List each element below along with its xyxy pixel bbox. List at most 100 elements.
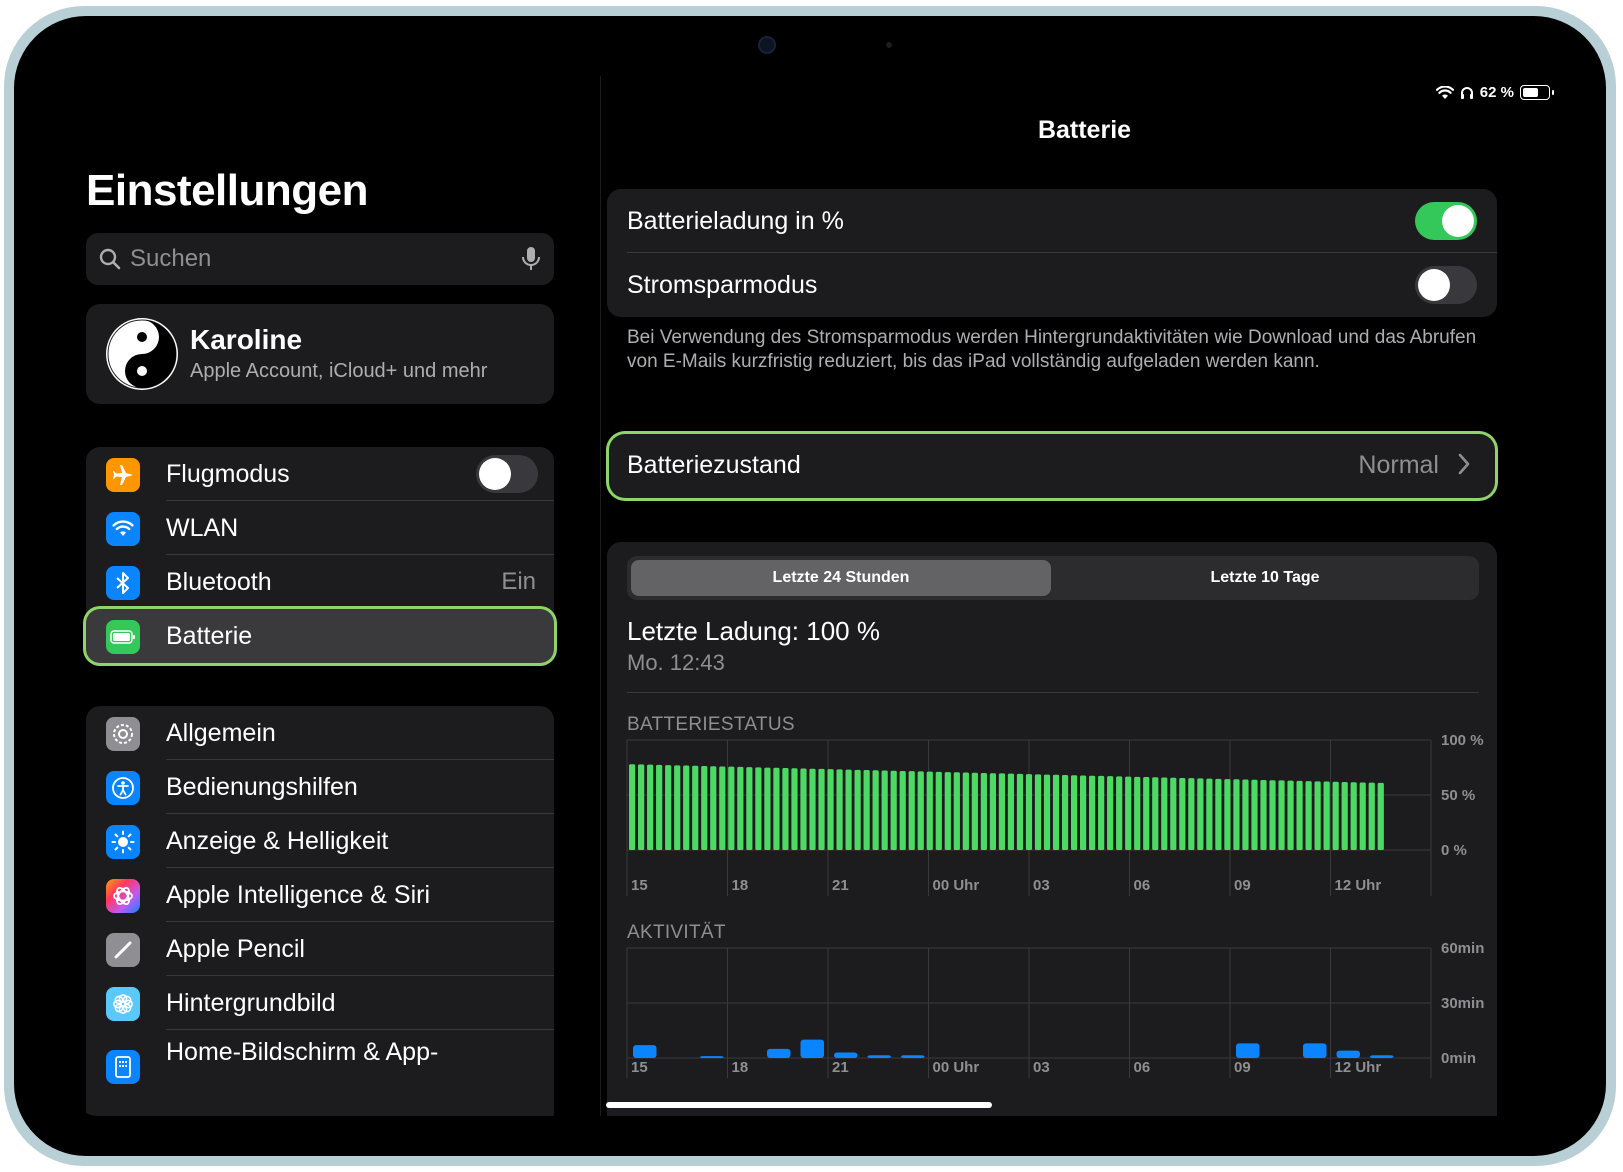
wifi-status-icon xyxy=(1435,85,1454,99)
sidebar-item-label: Bluetooth xyxy=(166,567,272,596)
battery-level-chart: 100 % 50 % 0 % 15 18 21 00 Uhr 03 06 09 12 Uhr xyxy=(626,732,1484,896)
row-separator xyxy=(166,554,554,555)
gear-icon xyxy=(106,717,140,751)
activity-bar xyxy=(901,1055,925,1058)
sidebar-item-hintergrundbild[interactable]: Hintergrundbild xyxy=(86,976,554,1030)
battery-level-bar xyxy=(890,770,897,850)
account-subtitle: Apple Account, iCloud+ und mehr xyxy=(190,360,488,382)
battery-status-heading: BATTERIESTATUS xyxy=(627,714,795,735)
activity-bar xyxy=(1236,1043,1260,1058)
sidebar-item-label: Allgemein xyxy=(166,718,276,747)
battery-level-bar xyxy=(746,767,753,850)
battery-level-bar xyxy=(1125,776,1132,850)
battery-level-bar xyxy=(863,770,870,850)
battery-level-bar xyxy=(1098,775,1105,850)
battery-level-bar xyxy=(1052,774,1060,850)
x-tick-label: 06 xyxy=(1134,1059,1151,1076)
battery-percent-row: Batterieladung in % xyxy=(607,189,1497,253)
battery-percent-text: 62 % xyxy=(1479,84,1514,101)
ambient-sensor xyxy=(886,42,892,48)
row-separator xyxy=(166,500,554,501)
x-tick-label: 00 Uhr xyxy=(933,1059,980,1076)
flugmodus-toggle[interactable] xyxy=(476,455,538,493)
sidebar-item-label: WLAN xyxy=(166,513,239,542)
battery-level-bar xyxy=(1296,780,1303,850)
battery-level-bar xyxy=(1377,782,1384,850)
section-divider xyxy=(627,692,1479,693)
battery-level-bar xyxy=(1287,780,1294,850)
battery-level-bar xyxy=(881,770,888,850)
battery-level-bar xyxy=(773,767,780,850)
detail-pane: Batterie Batterieladung in % Stromsparmo… xyxy=(601,76,1568,1116)
account-name: Karoline xyxy=(190,324,303,355)
battery-level-bar xyxy=(1080,775,1087,850)
x-tick-label: 15 xyxy=(631,1059,648,1076)
battery-level-bar xyxy=(953,772,960,850)
settings-group-general: Allgemein Bedienungshilfen xyxy=(86,706,554,1116)
battery-level-bar xyxy=(1089,775,1096,850)
bluetooth-value: Ein xyxy=(501,568,536,595)
battery-level-bar xyxy=(1242,779,1249,850)
battery-level-bar xyxy=(1260,779,1267,850)
battery-percent-toggle[interactable] xyxy=(1415,202,1477,240)
sidebar-item-anzeige[interactable]: Anzeige & Helligkeit xyxy=(86,814,554,868)
battery-level-bar xyxy=(701,766,708,850)
battery-usage-card: Letzte 24 Stunden Letzte 10 Tage Letzte … xyxy=(607,542,1497,1116)
sidebar-item-label: Flugmodus xyxy=(166,459,290,488)
account-card[interactable]: Karoline Apple Account, iCloud+ und mehr xyxy=(86,304,554,404)
ipad-bezel: 62 % Einstellungen Suchen xyxy=(14,16,1606,1156)
sidebar-item-batterie[interactable]: Batterie xyxy=(86,609,554,663)
ipad-frame: 62 % Einstellungen Suchen xyxy=(4,6,1616,1166)
battery-level-bar xyxy=(854,769,861,850)
battery-level-bar xyxy=(1170,777,1177,850)
search-field[interactable]: Suchen xyxy=(86,233,554,285)
x-tick-label: 12 Uhr xyxy=(1335,1059,1382,1076)
bluetooth-icon xyxy=(106,566,140,600)
microphone-icon[interactable] xyxy=(520,245,542,273)
activity-bar xyxy=(767,1048,791,1058)
sidebar-item-flugmodus[interactable]: Flugmodus xyxy=(86,447,554,501)
battery-level-bar xyxy=(1070,775,1078,850)
battery-level-bar xyxy=(1034,774,1042,850)
time-range-segmented-control: Letzte 24 Stunden Letzte 10 Tage xyxy=(627,556,1479,600)
last-charge-time: Mo. 12:43 xyxy=(627,650,725,675)
sun-icon xyxy=(106,825,140,859)
battery-level-bar xyxy=(1305,781,1312,850)
battery-level-bar xyxy=(1016,773,1024,850)
low-power-row: Stromsparmodus xyxy=(607,253,1497,317)
headphones-icon xyxy=(1460,86,1473,99)
airplane-icon xyxy=(106,458,140,492)
sidebar-item-apple-intelligence[interactable]: Apple Intelligence & Siri xyxy=(86,868,554,922)
battery-level-bar xyxy=(647,764,654,850)
battery-health-row[interactable]: Batteriezustand Normal xyxy=(609,434,1495,498)
battery-level-bar xyxy=(1269,780,1276,850)
battery-level-bar xyxy=(683,765,690,850)
x-tick-label: 09 xyxy=(1234,1059,1251,1076)
sidebar-item-apple-pencil[interactable]: Apple Pencil xyxy=(86,922,554,976)
sidebar-item-label: Apple Intelligence & Siri xyxy=(166,880,431,909)
low-power-toggle[interactable] xyxy=(1415,266,1477,304)
battery-level-bar xyxy=(899,770,906,850)
battery-level-bar xyxy=(791,768,798,850)
battery-level-bar xyxy=(692,765,699,850)
sidebar-item-home-bildschirm[interactable]: Home-Bildschirm & App- xyxy=(86,1030,554,1090)
battery-level-bar xyxy=(908,771,915,850)
sidebar-item-bedienungshilfen[interactable]: Bedienungshilfen xyxy=(86,760,554,814)
row-separator xyxy=(166,1029,554,1030)
x-tick-label: 21 xyxy=(832,877,849,894)
battery-level-bar xyxy=(1224,779,1231,850)
sidebar-item-wlan[interactable]: WLAN xyxy=(86,501,554,555)
tab-last-24-hours[interactable]: Letzte 24 Stunden xyxy=(631,560,1051,596)
battery-level-bar xyxy=(917,771,924,850)
row-separator xyxy=(166,867,554,868)
search-placeholder: Suchen xyxy=(130,245,212,272)
battery-level-bar xyxy=(1007,773,1015,850)
battery-level-bar xyxy=(1025,774,1033,850)
battery-level-bar xyxy=(800,768,807,850)
sidebar-item-bluetooth[interactable]: Bluetooth Ein xyxy=(86,555,554,609)
status-bar: 62 % xyxy=(1435,84,1554,101)
tab-last-10-days[interactable]: Letzte 10 Tage xyxy=(1210,569,1320,586)
sidebar-item-allgemein[interactable]: Allgemein xyxy=(86,706,554,760)
battery-level-bar xyxy=(944,772,951,850)
y-tick-label: 0 % xyxy=(1441,842,1467,859)
